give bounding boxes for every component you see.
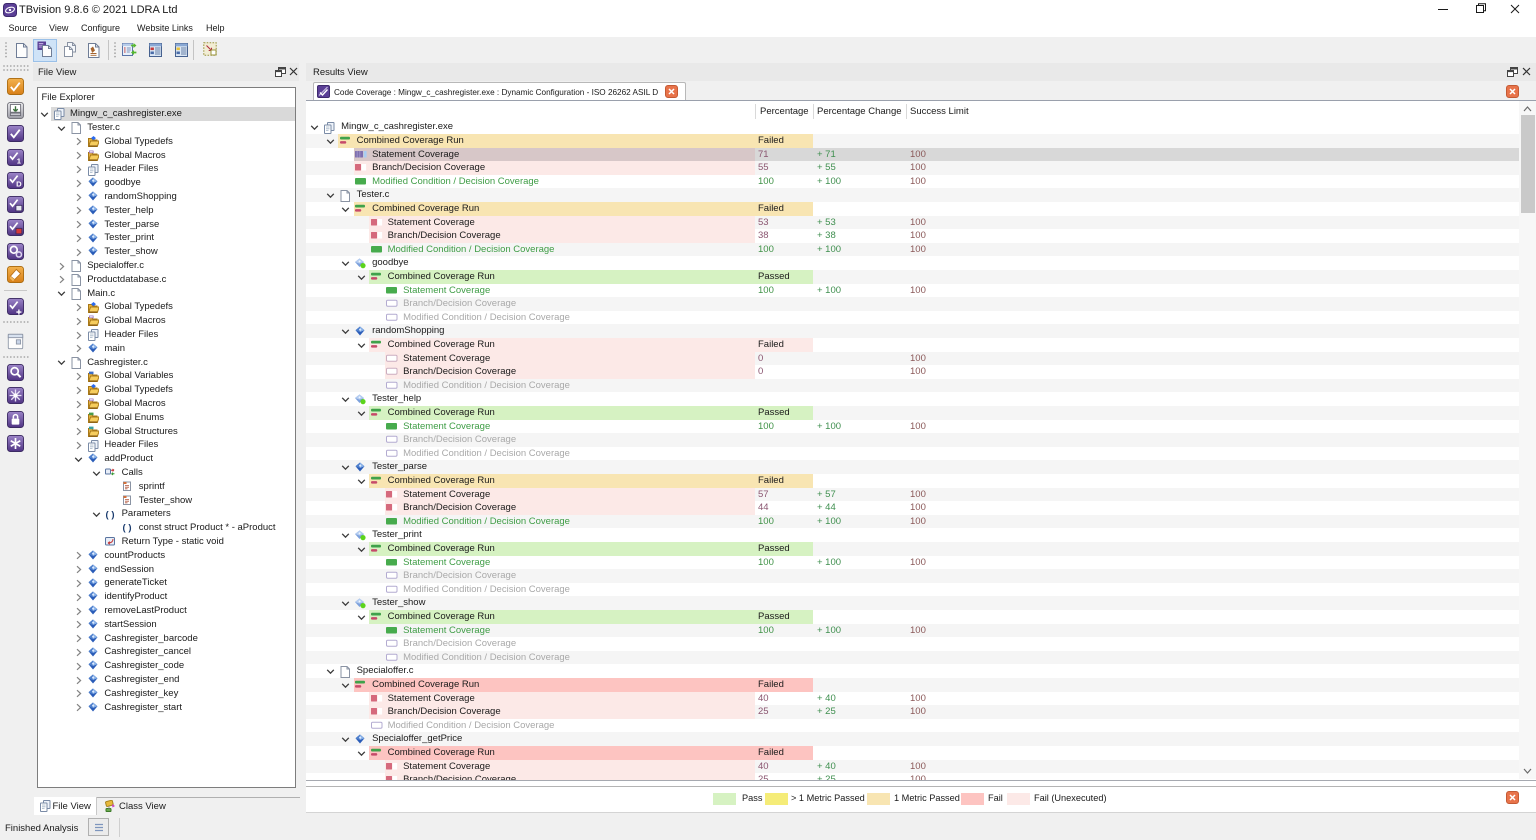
svg-text:1: 1 <box>17 156 22 165</box>
svg-text:D: D <box>16 179 22 188</box>
svg-text:( ): ( ) <box>123 523 132 534</box>
svg-text:( ): ( ) <box>106 509 115 520</box>
